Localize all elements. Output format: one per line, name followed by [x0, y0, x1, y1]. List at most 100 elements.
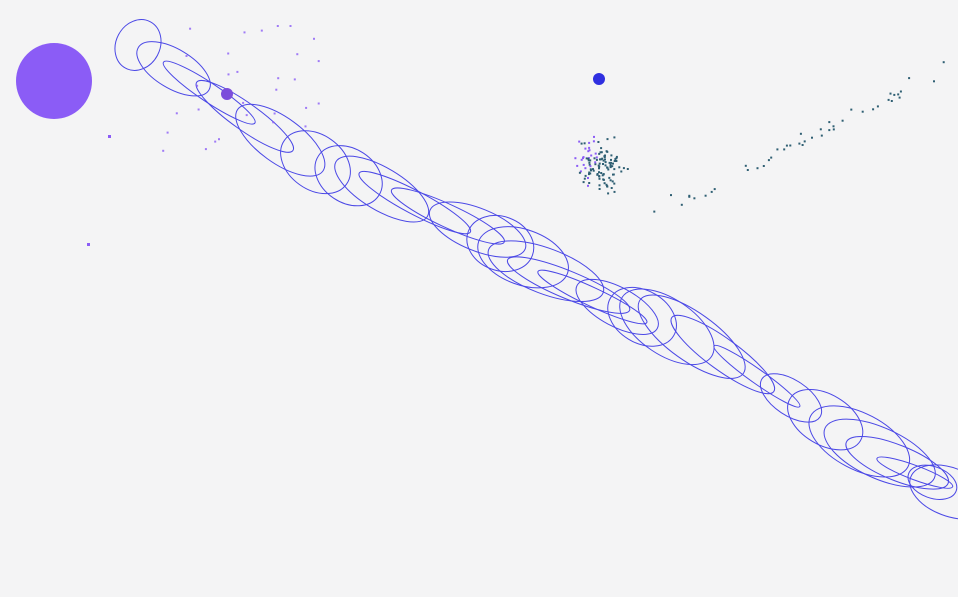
particle [746, 169, 749, 171]
particle [612, 173, 615, 176]
spiral-loop [390, 187, 505, 245]
particle [614, 158, 617, 160]
particle [585, 157, 588, 160]
particle [933, 80, 935, 83]
particle [590, 154, 593, 157]
particle [594, 163, 597, 166]
particle [615, 157, 618, 160]
particle [798, 142, 801, 145]
spiral-loop [162, 60, 256, 125]
particle [305, 106, 308, 109]
particle [317, 102, 320, 105]
particle [861, 110, 864, 113]
particle [889, 92, 892, 95]
particle [243, 31, 246, 34]
particle [580, 142, 583, 145]
particle [588, 141, 591, 144]
particle [272, 121, 275, 124]
particle [578, 140, 581, 143]
particle [579, 170, 582, 173]
particle [589, 165, 592, 168]
particle [610, 161, 612, 164]
particle [574, 157, 577, 160]
particle [811, 136, 813, 139]
particle [583, 142, 586, 145]
blue-orb[interactable] [593, 73, 605, 85]
spiral-loop [314, 145, 383, 207]
particle [604, 154, 606, 157]
particle [606, 166, 609, 169]
particle [828, 121, 831, 124]
particle [828, 129, 831, 132]
particle [276, 25, 279, 27]
particle [756, 167, 759, 170]
spiral-loop [670, 314, 776, 395]
particle [610, 154, 613, 157]
spiral-loop [280, 130, 351, 195]
particle [622, 167, 625, 170]
particle [595, 156, 598, 159]
particle [599, 158, 601, 161]
particle [593, 157, 596, 160]
particle [803, 140, 806, 143]
particle [942, 61, 945, 64]
particle [162, 149, 165, 152]
particle [767, 159, 770, 162]
particle [598, 162, 601, 165]
particle [313, 37, 315, 40]
particle [610, 158, 612, 161]
particle [582, 181, 585, 184]
particle [606, 150, 609, 153]
particle [612, 162, 614, 165]
particle [600, 151, 603, 154]
particle [897, 93, 900, 96]
particle [850, 108, 853, 111]
particle [289, 25, 292, 27]
small-orb[interactable] [221, 88, 233, 100]
particle [587, 184, 589, 187]
particle [872, 108, 875, 111]
particle [588, 182, 591, 184]
particle [214, 140, 217, 143]
particle [602, 173, 605, 176]
spiral-loop [787, 389, 864, 451]
particle [185, 55, 188, 57]
particle [653, 210, 656, 213]
particle [277, 77, 280, 80]
particle [890, 100, 893, 102]
particle [785, 144, 788, 147]
particle [592, 168, 594, 171]
particle [227, 52, 230, 55]
particle [597, 164, 600, 167]
particle [841, 119, 844, 122]
particle [583, 177, 586, 180]
particle [670, 194, 672, 197]
spiral-loop [114, 19, 162, 71]
particle [615, 155, 618, 158]
spiral-loop [607, 286, 677, 347]
particle [600, 147, 603, 150]
particle [602, 178, 605, 181]
particle [589, 172, 592, 175]
particle [594, 152, 597, 155]
particle [688, 195, 691, 198]
particle [595, 158, 598, 161]
particle [589, 168, 592, 171]
particle [610, 187, 613, 189]
spiral-loop [907, 464, 958, 500]
particle [618, 166, 621, 169]
particle [596, 173, 599, 175]
particle [613, 136, 616, 139]
particle [588, 161, 591, 164]
particle [744, 164, 747, 167]
spiral-loop [537, 269, 648, 325]
big-orb[interactable] [16, 43, 92, 119]
particle [832, 128, 835, 131]
particle [584, 147, 587, 150]
particle [593, 135, 595, 138]
particle [820, 134, 823, 137]
particle [592, 169, 595, 172]
particle [189, 27, 192, 30]
